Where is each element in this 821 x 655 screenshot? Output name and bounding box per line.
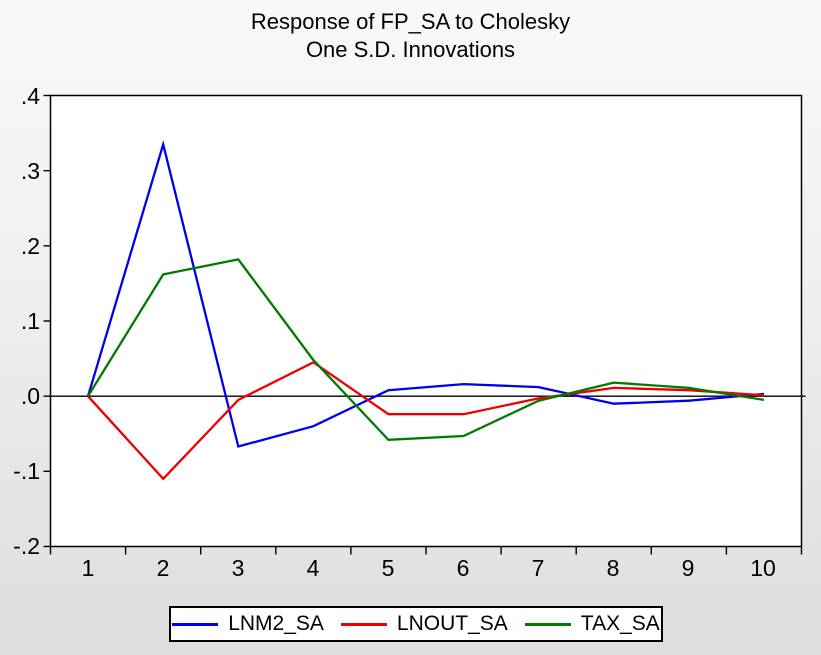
x-tick-label: 7 <box>531 555 545 581</box>
y-tick-label: .2 <box>20 233 40 259</box>
legend: LNM2_SA LNOUT_SA TAX_SA <box>169 606 663 642</box>
y-tick-label: .0 <box>20 383 40 409</box>
x-tick-label: 5 <box>381 555 395 581</box>
plot-area <box>43 94 806 555</box>
legend-line-swatch-green <box>524 622 571 626</box>
legend-line-swatch-red <box>340 622 387 626</box>
legend-label: TAX_SA <box>580 612 660 635</box>
legend-item-lnout-sa: LNOUT_SA <box>340 612 508 635</box>
legend-label: LNOUT_SA <box>396 612 508 635</box>
x-tick-label: 3 <box>231 555 245 581</box>
x-tick-label: 1 <box>81 555 95 581</box>
legend-line-swatch-blue <box>172 622 219 626</box>
x-tick-label: 8 <box>606 555 620 581</box>
x-tick-label: 9 <box>681 555 695 581</box>
chart-title-line2: One S.D. Innovations <box>305 37 516 62</box>
x-tick-label: 4 <box>306 555 320 581</box>
x-tick-label: 2 <box>156 555 170 581</box>
legend-item-tax-sa: TAX_SA <box>524 612 660 635</box>
x-tick-label: 10 <box>750 555 776 581</box>
y-tick-label: -.1 <box>13 458 40 484</box>
y-tick-label: .4 <box>20 83 40 109</box>
chart-title-line1: Response of FP_SA to Cholesky <box>250 9 571 34</box>
legend-item-lnm2-sa: LNM2_SA <box>172 613 324 635</box>
legend-label: LNM2_SA <box>228 612 324 635</box>
chart-title: Response of FP_SA to Cholesky One S.D. I… <box>0 8 821 64</box>
y-tick-label: .3 <box>20 158 40 184</box>
y-tick-label: .1 <box>20 308 40 334</box>
y-tick-label: -.2 <box>13 533 40 559</box>
x-tick-label: 6 <box>456 555 470 581</box>
